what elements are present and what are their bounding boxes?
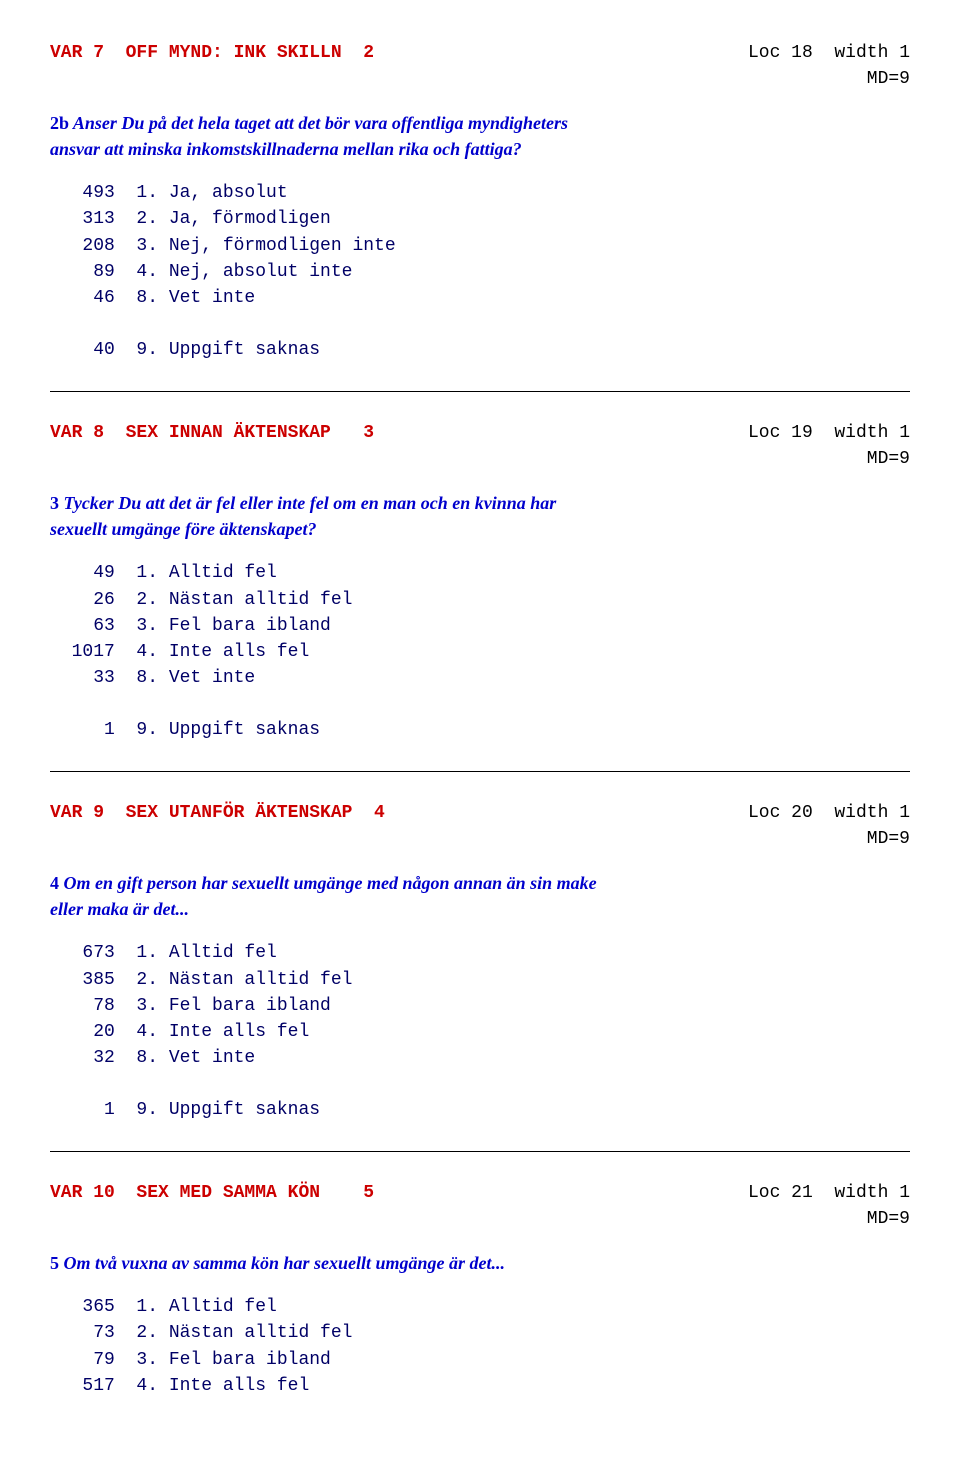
variable-loc: Loc 19 width 1 MD=9 [748,420,910,472]
question-text: 5 Om två vuxna av samma kön har sexuellt… [50,1250,610,1276]
section-divider [50,391,910,392]
variable-id-label: VAR 9 SEX UTANFÖR ÄKTENSKAP 4 [50,800,385,826]
variable-loc: Loc 18 width 1 MD=9 [748,40,910,92]
variable-block: VAR 8 SEX INNAN ÄKTENSKAP 3 Loc 19 width… [50,420,910,743]
variable-loc: Loc 20 width 1 MD=9 [748,800,910,852]
variable-id-label: VAR 10 SEX MED SAMMA KÖN 5 [50,1180,374,1206]
frequency-block: 673 1. Alltid fel 385 2. Nästan alltid f… [50,940,910,1123]
question-number: 3 [50,493,59,513]
question-text: 3 Tycker Du att det är fel eller inte fe… [50,490,610,542]
question-text: 2b Anser Du på det hela taget att det bö… [50,110,610,162]
question-text: 4 Om en gift person har sexuellt umgänge… [50,870,610,922]
question-number: 4 [50,873,59,893]
variable-header: VAR 7 OFF MYND: INK SKILLN 2 Loc 18 widt… [50,40,910,92]
frequency-block: 493 1. Ja, absolut 313 2. Ja, förmodlige… [50,180,910,363]
frequency-block: 49 1. Alltid fel 26 2. Nästan alltid fel… [50,560,910,743]
frequency-block: 365 1. Alltid fel 73 2. Nästan alltid fe… [50,1294,910,1398]
variable-header: VAR 10 SEX MED SAMMA KÖN 5 Loc 21 width … [50,1180,910,1232]
variable-block: VAR 7 OFF MYND: INK SKILLN 2 Loc 18 widt… [50,40,910,363]
question-number: 5 [50,1253,59,1273]
variable-header: VAR 9 SEX UTANFÖR ÄKTENSKAP 4 Loc 20 wid… [50,800,910,852]
question-number: 2b [50,113,69,133]
variable-block: VAR 9 SEX UTANFÖR ÄKTENSKAP 4 Loc 20 wid… [50,800,910,1123]
section-divider [50,1151,910,1152]
variable-id-label: VAR 8 SEX INNAN ÄKTENSKAP 3 [50,420,374,446]
variable-id-label: VAR 7 OFF MYND: INK SKILLN 2 [50,40,374,66]
variable-header: VAR 8 SEX INNAN ÄKTENSKAP 3 Loc 19 width… [50,420,910,472]
variable-block: VAR 10 SEX MED SAMMA KÖN 5 Loc 21 width … [50,1180,910,1399]
variable-loc: Loc 21 width 1 MD=9 [748,1180,910,1232]
section-divider [50,771,910,772]
